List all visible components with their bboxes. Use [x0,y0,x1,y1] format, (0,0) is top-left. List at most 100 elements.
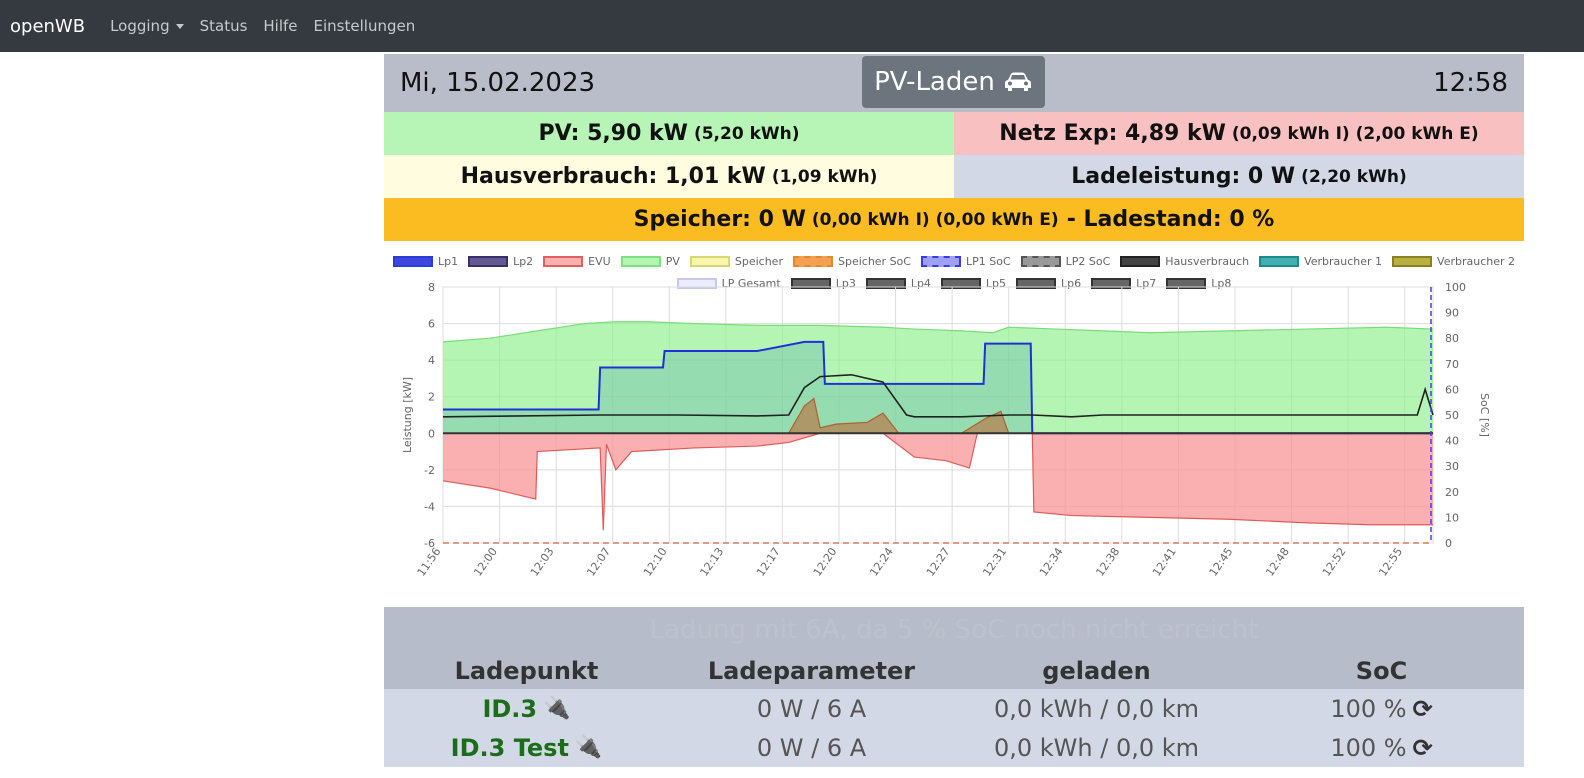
navbar: openWB Logging Status Hilfe Einstellunge… [0,0,1584,52]
legend-label: Speicher [734,255,783,268]
y2-tick-label: 20 [1445,486,1459,499]
legend-swatch [1392,256,1433,267]
lade-summary: Ladeleistung: 0 W (2,20 kWh) [954,155,1524,198]
x-tick-label: 12:20 [811,545,840,578]
series-pv-line [442,321,1434,343]
legend-swatch [392,256,433,267]
clock-display: 12:58 [1433,68,1508,98]
series-speicher-line [443,397,1433,434]
soc-value: 100 % [1330,694,1407,723]
y-axis-label: Leistung [kW] [401,377,414,453]
chargepoint-name-cell[interactable]: ID.3 Test 🔌 [384,728,669,767]
nav-einstellungen[interactable]: Einstellungen [313,17,416,35]
y-tick-label: -2 [424,464,435,477]
series-evu-area [443,433,1433,531]
y2-tick-label: 60 [1445,383,1459,396]
pv-summary: PV: 5,90 kW (5,20 kWh) [384,112,954,155]
soc-cell: 100 % ⟳ [1239,689,1524,728]
nav-logging-label: Logging [110,17,170,35]
legend-item[interactable]: Speicher SoC [792,255,911,268]
x-tick-label: 12:07 [584,545,613,578]
nav-logging[interactable]: Logging [110,17,184,35]
legend-label: Lp2 [513,255,534,268]
lade-power: Ladeleistung: 0 W [1071,164,1296,189]
x-tick-label: 12:17 [754,545,783,578]
legend-label: Lp1 [437,255,459,268]
brand-logo[interactable]: openWB [10,15,86,37]
y2-tick-label: 90 [1445,307,1459,320]
y2-tick-label: 50 [1445,409,1459,422]
legend-item[interactable]: Hausverbrauch [1120,255,1249,268]
nav-status[interactable]: Status [199,17,248,35]
chargepoint-name[interactable]: ID.3 [482,694,538,723]
legend-label: LP1 SoC [965,255,1011,268]
y-tick-label: 6 [428,318,435,331]
legend-label: EVU [588,255,611,268]
legend-swatch [1016,278,1057,289]
x-tick-label: 12:00 [471,545,500,578]
netz-power: Netz Exp: 4,89 kW [999,121,1226,146]
legend-item[interactable]: LP2 SoC [1020,255,1111,268]
x-tick-label: 12:24 [867,545,896,578]
pv-power: PV: 5,90 kW [538,121,688,146]
col-ladeparameter: Ladeparameter [707,657,916,685]
y-tick-label: 2 [428,391,435,404]
chargepoint-name-cell[interactable]: ID.3 🔌 [384,689,669,728]
y2-axis-label: SoC [%] [1478,393,1491,437]
x-tick-label: 12:27 [924,545,953,578]
legend-swatch [1020,256,1061,267]
charge-mode-button[interactable]: PV-Laden [862,56,1045,108]
legend-swatch [468,256,509,267]
speicher-soc: - Ladestand: 0 % [1066,207,1275,232]
col-ladepunkt: Ladepunkt [454,657,599,685]
x-tick-label: 12:52 [1320,545,1349,578]
pv-energy: (5,20 kWh) [693,123,800,144]
legend-swatch [865,278,906,289]
chargepoint-name[interactable]: ID.3 Test [450,733,569,762]
car-icon [1004,72,1031,91]
series-evu-line [442,432,1433,531]
x-tick-label: 12:34 [1037,545,1066,578]
plug-icon: 🔌 [574,735,603,760]
nav-hilfe[interactable]: Hilfe [263,17,298,35]
refresh-icon[interactable]: ⟳ [1412,733,1433,762]
netz-energy: (0,09 kWh I) (2,00 kWh E) [1231,123,1479,144]
legend-swatch [620,256,661,267]
refresh-icon[interactable]: ⟳ [1412,694,1433,723]
legend-label: LP2 SoC [1065,255,1111,268]
main-panel: Mi, 15.02.2023 PV-Laden 12:58 PV: 5,90 k… [384,54,1524,767]
charge-param: 0 W / 6 A [756,694,867,723]
legend-item[interactable]: PV [620,255,680,268]
power-chart[interactable]: Lp1 Lp2 EVU PV Speicher Speicher SoC LP1 SoC LP… [384,241,1524,607]
date-display: Mi, 15.02.2023 [400,68,596,98]
legend-item[interactable]: Lp2 [468,255,533,268]
charge-param: 0 W / 6 A [756,733,867,762]
x-tick-label: 12:55 [1376,545,1405,578]
lade-energy: (2,20 kWh) [1301,166,1407,187]
legend-label: Verbraucher 1 [1304,255,1383,268]
legend-item[interactable]: Verbraucher 2 [1392,255,1515,268]
legend-item[interactable]: Verbraucher 1 [1259,255,1382,268]
legend-item[interactable]: LP1 SoC [920,255,1011,268]
series-hausverbrauch-line [442,373,1434,418]
y2-tick-label: 10 [1445,511,1459,524]
speicher-energy: (0,00 kWh I) (0,00 kWh E) [811,209,1059,230]
legend-item[interactable]: EVU [543,255,611,268]
legend-label: Speicher SoC [837,255,911,268]
charge-mode-label: PV-Laden [874,67,995,97]
legend-item[interactable]: Speicher [689,255,783,268]
x-tick-label: 12:13 [697,545,726,578]
legend-swatch [920,256,961,267]
y2-tick-label: 80 [1445,332,1459,345]
table-row: ID.3 🔌 0 W / 6 A 0,0 kWh / 0,0 km 100 % ⟳ [384,689,1524,728]
x-tick-label: 11:56 [415,545,444,578]
table-row: ID.3 Test 🔌 0 W / 6 A 0,0 kWh / 0,0 km 10… [384,728,1524,767]
x-tick-label: 12:10 [641,545,670,578]
series-lp1-area [443,341,1433,434]
soc-cell: 100 % ⟳ [1239,728,1524,767]
col-soc: SoC [1355,657,1408,685]
y-tick-label: 0 [428,427,435,440]
legend-item[interactable]: Lp1 [392,255,459,268]
x-tick-label: 12:38 [1093,545,1122,578]
